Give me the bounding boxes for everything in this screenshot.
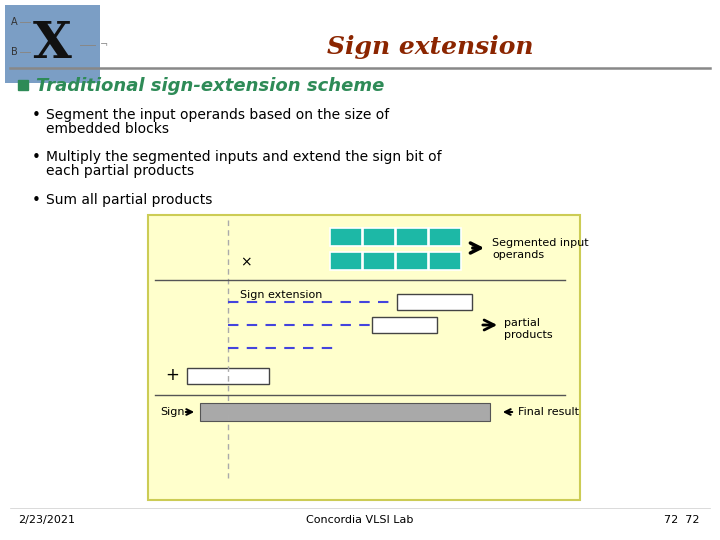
Text: B: B: [11, 47, 17, 57]
Bar: [148, 215, 580, 500]
Bar: [429, 252, 461, 270]
Text: A: A: [11, 17, 17, 27]
Text: products: products: [504, 330, 553, 340]
Text: Concordia VLSI Lab: Concordia VLSI Lab: [306, 515, 414, 525]
Text: •: •: [32, 150, 41, 165]
Text: 2/23/2021: 2/23/2021: [18, 515, 75, 525]
Text: operands: operands: [492, 250, 544, 260]
Bar: [363, 252, 395, 270]
Bar: [330, 228, 362, 246]
Text: Sum all partial products: Sum all partial products: [46, 193, 212, 207]
Bar: [396, 228, 428, 246]
Text: Sign: Sign: [160, 407, 184, 417]
Text: 72  72: 72 72: [665, 515, 700, 525]
Text: •: •: [32, 108, 41, 123]
Text: Final result: Final result: [518, 407, 579, 417]
Text: partial: partial: [504, 318, 540, 328]
Text: ×: ×: [240, 255, 251, 269]
Bar: [397, 294, 472, 310]
Text: Segmented input: Segmented input: [492, 238, 589, 248]
Text: Sign extension: Sign extension: [327, 35, 534, 59]
Bar: [18, 80, 28, 90]
Text: X: X: [32, 21, 71, 70]
Text: •: •: [32, 193, 41, 208]
Bar: [187, 368, 269, 384]
Text: ¬: ¬: [100, 40, 108, 50]
Text: Sign extension: Sign extension: [240, 290, 323, 300]
Text: Traditional sign-extension scheme: Traditional sign-extension scheme: [36, 77, 384, 95]
Text: Segment the input operands based on the size of: Segment the input operands based on the …: [46, 108, 390, 122]
Text: +: +: [165, 366, 179, 384]
Bar: [5, 5, 100, 83]
Text: embedded blocks: embedded blocks: [46, 122, 169, 136]
Bar: [372, 317, 437, 333]
Bar: [363, 228, 395, 246]
Text: each partial products: each partial products: [46, 164, 194, 178]
Bar: [396, 252, 428, 270]
Bar: [429, 228, 461, 246]
Bar: [330, 252, 362, 270]
Text: Multiply the segmented inputs and extend the sign bit of: Multiply the segmented inputs and extend…: [46, 150, 441, 164]
Bar: [200, 403, 490, 421]
